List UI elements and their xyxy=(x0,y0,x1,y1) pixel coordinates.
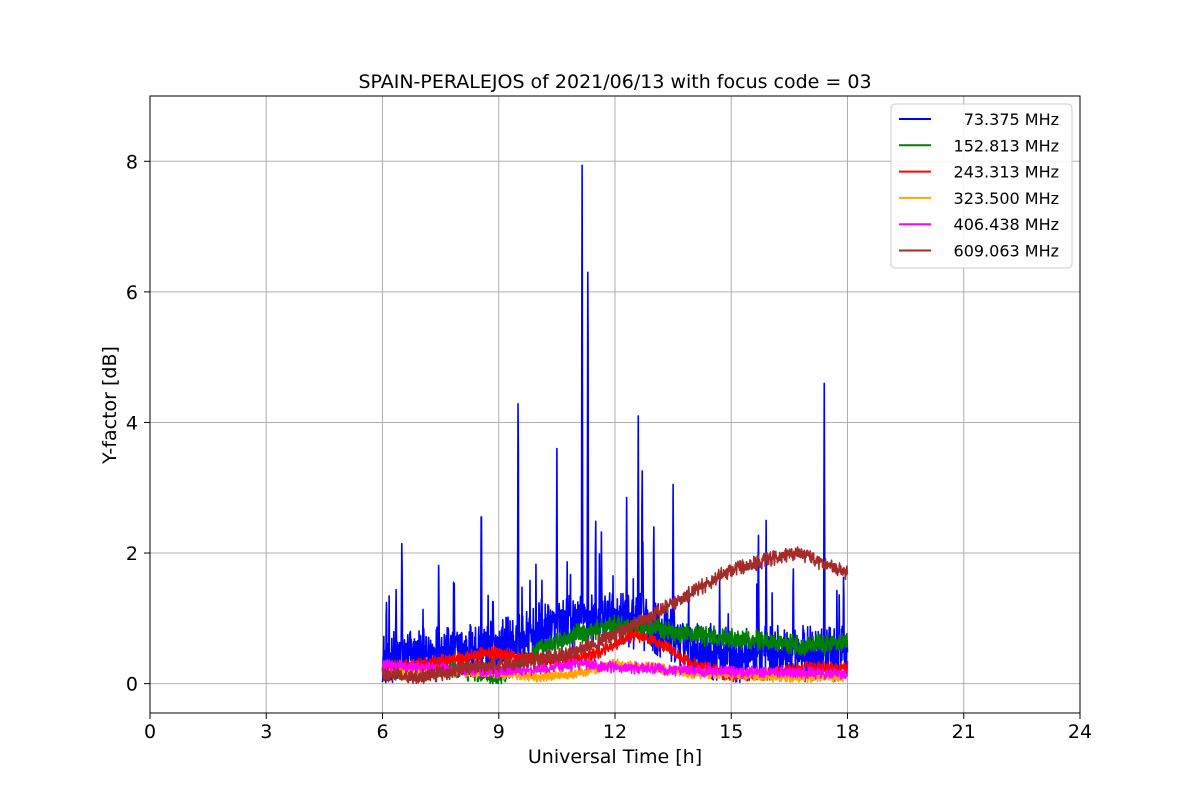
x-tick-label: 12 xyxy=(603,721,627,743)
x-tick-label: 24 xyxy=(1068,721,1092,743)
x-tick-label: 0 xyxy=(144,721,156,743)
series-lines xyxy=(381,164,849,685)
x-tick-label: 18 xyxy=(835,721,859,743)
y-axis-label: Y-factor [dB] xyxy=(99,346,121,465)
legend-entry-label: 243.313 MHz xyxy=(954,163,1059,182)
legend-entry-label: 406.438 MHz xyxy=(954,215,1059,234)
legend-box xyxy=(890,103,1073,269)
x-tick-label: 6 xyxy=(376,721,388,743)
series-line xyxy=(381,546,849,685)
x-tick-label: 3 xyxy=(260,721,272,743)
legend: 73.375 MHz 152.813 MHz 243.313 MHz 323.500 … xyxy=(890,103,1073,269)
chart-title: SPAIN-PERALEJOS of 2021/06/13 with focus… xyxy=(358,71,871,93)
x-axis-label: Universal Time [h] xyxy=(528,746,702,768)
x-tick-label: 9 xyxy=(493,721,505,743)
legend-entry-label: 609.063 MHz xyxy=(954,242,1059,261)
x-tick-label: 21 xyxy=(952,721,976,743)
x-tick-label: 15 xyxy=(719,721,743,743)
y-tick-label: 6 xyxy=(126,282,138,304)
legend-entry-label: 152.813 MHz xyxy=(954,136,1059,155)
y-tick-label: 2 xyxy=(126,543,138,565)
y-tick-label: 4 xyxy=(126,412,138,434)
legend-entry-label: 73.375 MHz xyxy=(964,110,1059,129)
y-axis-ticks: 0 2 4 6 8 xyxy=(126,151,150,696)
y-tick-label: 0 xyxy=(126,674,138,696)
y-tick-label: 8 xyxy=(126,151,138,173)
x-axis-ticks: 0 3 6 9 12 15 18 21 24 xyxy=(144,713,1092,743)
legend-entry-label: 323.500 MHz xyxy=(954,189,1059,208)
